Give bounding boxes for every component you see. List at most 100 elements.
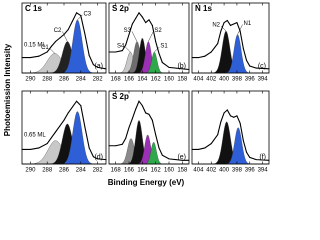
data-point [121,50,123,52]
data-point [148,113,150,115]
x-tick-label: 284 [76,77,87,83]
x-tick-label: 166 [124,168,135,174]
panel-letter: (b) [177,63,186,70]
data-point [67,112,69,114]
data-point [71,106,73,108]
peak-label: N2 [212,23,220,29]
data-point [125,44,127,46]
peak-pointer [62,31,68,42]
data-point [220,121,222,123]
data-point [121,143,123,145]
data-point [141,105,143,107]
data-point [97,66,99,68]
x-tick-label: 402 [206,77,217,83]
x-tick-label: 404 [193,168,204,174]
data-point [210,51,212,53]
panel-letter: (e) [177,154,186,161]
data-point [181,68,183,70]
data-point [80,105,82,107]
data-point [131,118,133,120]
data-point [151,24,153,26]
x-tick-label: 288 [42,77,53,83]
data-point [128,127,130,128]
data-point [249,65,251,67]
data-point [29,148,31,150]
data-point [29,57,31,59]
x-tick-label: 284 [76,168,87,174]
peak-pointer [154,46,160,53]
data-point [84,34,86,35]
peak-label: N1 [244,21,252,27]
data-point [246,151,248,153]
x-tick-label: 162 [151,168,162,174]
data-point [217,134,219,136]
data-point [230,115,231,117]
data-point [151,119,153,121]
x-tick-label: 168 [111,168,122,174]
data-point [80,15,82,17]
data-point [88,147,90,149]
x-tick-label: 394 [258,77,269,83]
data-point [135,17,137,19]
panel-letter: (c) [258,63,266,70]
data-point [246,59,248,61]
data-point [155,41,157,42]
x-tick-label: 404 [193,77,204,83]
fit-peak [192,121,269,165]
x-tick-label: 158 [177,168,188,174]
data-point [158,52,160,54]
x-tick-label: 286 [59,168,70,174]
fit-peak [22,123,106,165]
data-point [239,30,241,32]
data-point [50,137,52,139]
x-tick-label: 290 [25,168,36,174]
panel-frame [108,90,190,165]
data-point [138,12,140,14]
data-point [92,156,94,158]
data-point [138,100,140,102]
x-tick-label: 160 [164,77,175,83]
peak-pointer [77,14,83,20]
spectrum [109,100,189,161]
data-point [161,62,163,63]
x-tick-label: 164 [137,77,148,83]
x-tick-label: 396 [245,77,256,83]
data-point [46,51,48,53]
panel-letter: (a) [94,63,103,70]
data-point [210,143,212,145]
data-point [84,127,86,128]
x-tick-label: 168 [111,77,122,83]
data-point [197,57,199,59]
data-point [38,55,40,57]
data-point [50,45,52,47]
x-tick-label: 282 [93,168,104,174]
data-point [168,66,170,68]
figure: Binding Energy (eV) Photoemission Intens… [3,2,270,187]
peak-label: C3 [83,11,91,17]
x-tick-label: 162 [151,77,162,83]
data-point [223,112,225,114]
data-point [204,147,206,149]
data-point [63,34,65,35]
peak-label: S2 [154,28,162,34]
data-point [217,43,219,45]
peak-label: C2 [54,28,62,34]
data-point [236,115,238,117]
peak-pointer [125,46,131,53]
panel-title: N 1s [195,4,212,13]
x-tick-label: 398 [232,168,243,174]
data-point [155,134,157,136]
data-point [46,143,48,145]
data-point [125,137,127,139]
panel-title: S 2p [112,4,129,13]
peak-label: S1 [160,44,168,50]
data-point [158,147,160,149]
x-tick-label: 286 [59,77,70,83]
x-tick-label: 288 [42,168,53,174]
data-point [76,12,78,14]
x-tick-label: 402 [206,168,217,174]
peak-label: S4 [117,44,125,50]
x-tick-label: 164 [137,168,148,174]
x-tick-label: 158 [177,77,188,83]
data-point [55,131,57,133]
